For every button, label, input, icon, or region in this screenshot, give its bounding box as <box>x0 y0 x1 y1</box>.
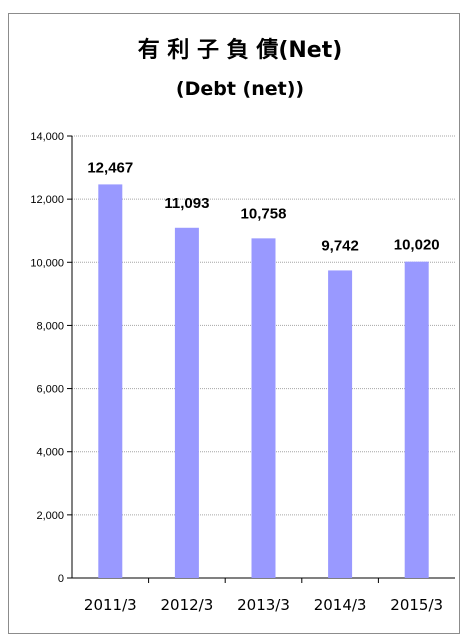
y-tick-label: 2,000 <box>36 510 64 522</box>
y-tick-label: 8,000 <box>36 320 64 332</box>
x-tick-label: 2013/3 <box>237 596 290 614</box>
bar <box>404 261 429 578</box>
x-tick-label: 2014/3 <box>314 596 367 614</box>
bar <box>174 227 199 578</box>
x-tick-label: 2015/3 <box>390 596 443 614</box>
y-tick-label: 4,000 <box>36 447 64 459</box>
bar <box>328 270 353 578</box>
chart-subtitle: (Debt (net)) <box>176 78 304 100</box>
bars <box>98 184 429 579</box>
y-tick-label: 6,000 <box>36 384 64 396</box>
chart-frame <box>8 13 460 634</box>
x-axis-tick-labels: 2011/3 2012/3 2013/3 2014/3 2015/3 <box>84 596 443 614</box>
data-label: 10,758 <box>241 205 287 222</box>
data-label: 9,742 <box>321 237 359 254</box>
x-tick-label: 2012/3 <box>161 596 214 614</box>
bar <box>98 184 123 579</box>
data-label: 12,467 <box>87 159 133 176</box>
y-axis-tick-labels: 0 2,000 4,000 6,000 8,000 10,000 12,000 14,000 <box>30 131 64 585</box>
x-tick-label: 2011/3 <box>84 596 137 614</box>
y-tick-label: 12,000 <box>30 194 64 206</box>
y-tick-label: 0 <box>58 573 64 585</box>
bar <box>251 238 276 579</box>
data-label: 11,093 <box>164 195 209 212</box>
data-labels: 12,467 11,093 10,758 9,742 10,020 <box>87 159 439 254</box>
chart-title: 有 利 子 負 債(Net) <box>138 37 343 63</box>
y-tick-label: 10,000 <box>30 257 64 269</box>
data-label: 10,020 <box>394 237 440 254</box>
y-tick-label: 14,000 <box>30 131 64 143</box>
